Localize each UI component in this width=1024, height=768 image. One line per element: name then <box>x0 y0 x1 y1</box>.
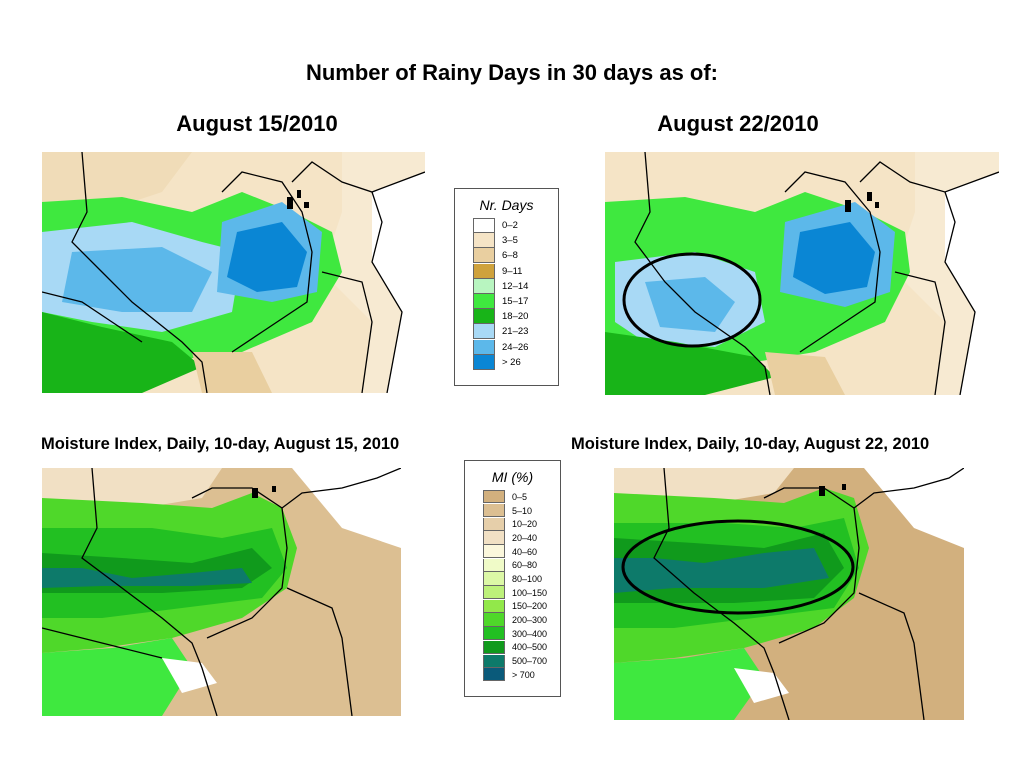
mi-legend-swatch <box>483 503 505 518</box>
mi-legend-swatch <box>483 599 505 613</box>
rainy-left-heading: August 15/2010 <box>176 111 338 136</box>
rainy-legend-label: 6–8 <box>502 250 518 262</box>
moisture-index-map-aug15 <box>42 468 401 716</box>
mi-legend-item: 100–150 <box>465 586 560 600</box>
mi-legend-swatch <box>483 531 505 545</box>
mi-legend-swatch <box>483 627 505 641</box>
page-title: Number of Rainy Days in 30 days as of: <box>305 60 719 85</box>
rainy-legend-item: 9–11 <box>455 263 558 279</box>
rainy-legend-item: 15–17 <box>455 294 558 310</box>
mi-legend-swatch <box>483 517 505 531</box>
mi-legend-swatch <box>483 572 505 586</box>
mi-legend-swatch <box>483 558 505 572</box>
mi-legend-swatch <box>483 490 505 504</box>
rainy-legend-swatch <box>473 324 495 340</box>
mi-legend-item: 150–200 <box>465 599 560 614</box>
rainy-legend-label: 21–23 <box>502 326 529 338</box>
rainy-legend-label: 9–11 <box>502 265 523 277</box>
mi-legend-label: 300–400 <box>512 628 548 639</box>
mi-legend-label: 80–100 <box>512 573 543 584</box>
rainy-legend-swatch <box>473 233 495 249</box>
rainy-legend-swatch <box>473 248 495 264</box>
rainy-legend-item: 3–5 <box>455 233 558 249</box>
mi-legend-item: 40–60 <box>465 545 560 559</box>
rainy-legend-title: Nr. Days <box>479 197 534 213</box>
rainy-days-map-aug15 <box>42 152 425 393</box>
mi-legend-label: 20–40 <box>512 532 538 543</box>
mi-legend-swatch <box>483 668 505 682</box>
mi-legend-label: 100–150 <box>512 587 548 598</box>
moisture-left-caption: Moisture Index, Daily, 10-day, August 15… <box>41 435 400 453</box>
rainy-legend-item: 21–23 <box>455 324 558 340</box>
rainy-right-heading: August 22/2010 <box>657 111 819 136</box>
mi-legend-title: MI (%) <box>491 469 534 485</box>
mi-legend-item: 10–20 <box>465 517 560 531</box>
mi-legend-label: 400–500 <box>512 642 548 653</box>
mi-legend-label: > 700 <box>512 669 535 680</box>
rainy-legend-label: 15–17 <box>502 296 529 308</box>
rainy-legend-swatch <box>473 294 495 310</box>
mi-legend-swatch <box>483 545 505 559</box>
rainy-legend-item: 0–2 <box>455 218 558 234</box>
mi-legend-label: 60–80 <box>512 560 538 571</box>
rainy-days-legend: Nr. Days 0–2 3–5 6–8 9–11 12–14 15–17 18–20 21–… <box>454 188 559 386</box>
rainy-legend-item: 24–26 <box>455 339 558 355</box>
mi-legend-swatch <box>483 654 505 668</box>
rainy-legend-item: 12–14 <box>455 278 558 294</box>
mi-legend-item: 20–40 <box>465 531 560 545</box>
moisture-index-map-aug22 <box>614 468 964 720</box>
mi-legend-label: 0–5 <box>512 491 528 502</box>
highlight-ellipse <box>621 519 855 615</box>
rainy-legend-label: 3–5 <box>502 235 518 247</box>
rainy-legend-item: 18–20 <box>455 309 558 325</box>
mi-legend-swatch <box>483 640 505 654</box>
moisture-right-caption: Moisture Index, Daily, 10-day, August 22… <box>571 435 930 453</box>
mi-legend-item: 400–500 <box>465 640 560 655</box>
rainy-legend-swatch <box>473 263 495 279</box>
mi-legend-swatch <box>483 586 505 600</box>
rainy-legend-swatch <box>473 278 495 294</box>
rainy-legend-swatch <box>473 339 495 355</box>
mi-legend-label: 10–20 <box>512 519 538 530</box>
rainy-legend-label: > 26 <box>502 356 521 368</box>
mi-legend-label: 200–300 <box>512 615 548 626</box>
rainy-days-map-aug22 <box>605 152 999 395</box>
mi-legend-label: 5–10 <box>512 505 533 516</box>
mi-legend-item: 80–100 <box>465 572 560 586</box>
moisture-index-legend: MI (%) 0–5 5–10 10–20 20–40 40–60 60–80 80–100… <box>464 460 561 697</box>
rainy-legend-label: 0–2 <box>502 220 518 232</box>
mi-legend-swatch <box>483 613 505 627</box>
rainy-legend-item: 6–8 <box>455 248 558 264</box>
rainy-legend-swatch <box>473 309 495 325</box>
rainy-legend-label: 24–26 <box>502 341 529 353</box>
mi-legend-item: 300–400 <box>465 627 560 641</box>
mi-legend-label: 150–200 <box>512 601 548 612</box>
highlight-ellipse <box>622 252 762 348</box>
mi-legend-item: 60–80 <box>465 558 560 572</box>
mi-legend-item: > 700 <box>465 668 560 682</box>
rainy-legend-label: 18–20 <box>502 311 529 323</box>
mi-legend-item: 500–700 <box>465 654 560 668</box>
rainy-legend-item: > 26 <box>455 354 558 370</box>
mi-legend-label: 40–60 <box>512 546 538 557</box>
mi-legend-label: 500–700 <box>512 656 548 667</box>
rainy-legend-label: 12–14 <box>502 280 529 292</box>
rainy-legend-swatch <box>473 218 495 234</box>
mi-legend-item: 0–5 <box>465 490 560 504</box>
rainy-legend-swatch <box>473 354 495 370</box>
mi-legend-item: 5–10 <box>465 503 560 518</box>
mi-legend-item: 200–300 <box>465 613 560 627</box>
